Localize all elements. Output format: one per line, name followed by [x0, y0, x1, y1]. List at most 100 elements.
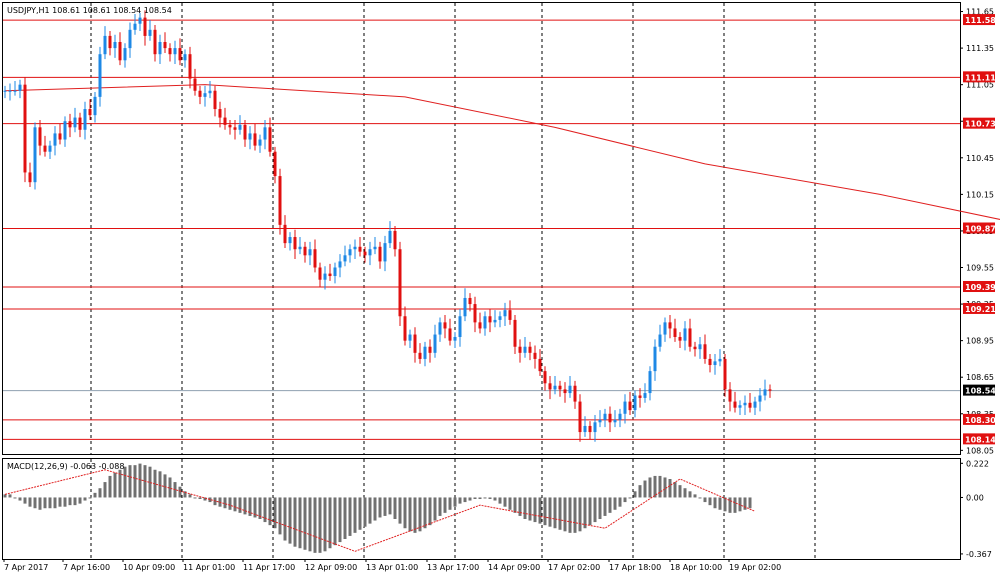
macd-bar — [688, 491, 692, 498]
macd-bar — [458, 497, 462, 504]
candle-body — [653, 346, 657, 372]
macd-bar — [78, 497, 82, 504]
macd-bar — [403, 497, 407, 529]
macd-bar — [648, 477, 652, 498]
macd-bar — [413, 497, 417, 533]
time-tick-label: 19 Apr 02:00 — [729, 563, 781, 572]
macd-bar — [253, 497, 257, 518]
candle-body — [38, 127, 42, 146]
candle-body — [328, 273, 332, 277]
macd-bar — [363, 497, 367, 527]
macd-bar — [228, 497, 232, 510]
macd-bar — [373, 497, 377, 521]
macd-bar — [278, 497, 282, 535]
candle-body — [133, 23, 137, 30]
candle-body — [683, 328, 687, 341]
candle-body — [313, 249, 317, 268]
macd-bar — [553, 497, 557, 529]
candle-body — [648, 371, 652, 394]
macd-bar — [663, 477, 667, 498]
macd-bar — [238, 497, 242, 513]
macd-bar — [258, 497, 262, 519]
time-tick-label: 12 Apr 09:00 — [305, 563, 357, 572]
level-tag — [963, 433, 995, 445]
candle-body — [573, 385, 577, 402]
macd-bar — [723, 497, 727, 512]
candle-body — [458, 316, 462, 337]
macd-bar — [193, 497, 197, 499]
candle-body — [58, 133, 62, 140]
candle-body — [208, 90, 212, 94]
macd-bar — [113, 472, 117, 498]
macd-bar — [268, 497, 272, 526]
macd-bar — [18, 497, 22, 501]
macd-bar — [88, 497, 92, 499]
candle-body — [448, 328, 452, 341]
candle-body — [638, 395, 642, 398]
candle-body — [743, 402, 747, 406]
candle-body — [253, 133, 257, 146]
level-tag — [963, 281, 995, 293]
candle-body — [248, 133, 252, 140]
candle-body — [308, 249, 312, 256]
candle-body — [368, 249, 372, 256]
candle-body — [173, 48, 177, 55]
macd-axis: 0.222 0.00 -0.367 — [960, 459, 992, 559]
candle-body — [478, 322, 482, 329]
macd-bar — [3, 494, 7, 498]
candle-body — [598, 419, 602, 423]
macd-bar — [613, 497, 617, 510]
candle-body — [348, 249, 352, 256]
candle-body — [33, 127, 37, 183]
candle-body — [273, 151, 277, 177]
macd-bar — [533, 497, 537, 523]
price-tick-label: 108.65 — [966, 373, 994, 382]
macd-bar — [703, 497, 707, 503]
candle-body — [223, 117, 227, 125]
time-tick-label: 11 Apr 17:00 — [243, 563, 295, 572]
macd-bar — [748, 497, 752, 509]
macd-bar — [698, 497, 702, 499]
macd-bar — [498, 497, 502, 504]
macd-bar — [463, 497, 467, 503]
macd-bar — [563, 497, 567, 532]
macd-bar — [578, 497, 582, 532]
chart-header: USDJPY,H1 108.61 108.61 108.54 108.54 — [7, 6, 172, 15]
candle-body — [143, 17, 147, 36]
candle-body — [403, 316, 407, 341]
candle-body — [663, 322, 667, 335]
macd-bar — [583, 497, 587, 529]
candles — [3, 10, 772, 442]
candle-body — [398, 249, 402, 317]
macd-bar — [38, 497, 42, 510]
candle-body — [383, 243, 387, 262]
macd-bar — [163, 474, 167, 498]
macd-bar — [448, 497, 452, 510]
macd-bar — [328, 497, 332, 549]
candle-body — [418, 352, 422, 359]
macd-bar — [43, 497, 47, 509]
candle-body — [723, 358, 727, 390]
price-tick-label: 111.35 — [966, 44, 994, 53]
macd-bar — [633, 491, 637, 498]
candle-body — [668, 322, 672, 329]
candle-body — [98, 54, 102, 97]
candle-body — [618, 413, 622, 420]
macd-bar — [383, 497, 387, 516]
candle-body — [303, 246, 307, 256]
macd-bar — [568, 497, 572, 533]
candle-body — [323, 273, 327, 280]
candle-body — [18, 84, 22, 91]
time-tick-label: 18 Apr 10:00 — [670, 563, 722, 572]
candle-body — [138, 17, 142, 24]
level-tag — [963, 302, 995, 314]
candle-body — [523, 346, 527, 353]
macd-bar — [33, 497, 37, 509]
candle-body — [563, 389, 567, 394]
level-tag-label: 110.73 — [965, 120, 996, 129]
candle-body — [703, 344, 707, 359]
macd-bar — [108, 475, 112, 498]
candle-body — [543, 371, 547, 384]
macd-bar — [263, 497, 267, 523]
macd-bar — [203, 497, 207, 501]
